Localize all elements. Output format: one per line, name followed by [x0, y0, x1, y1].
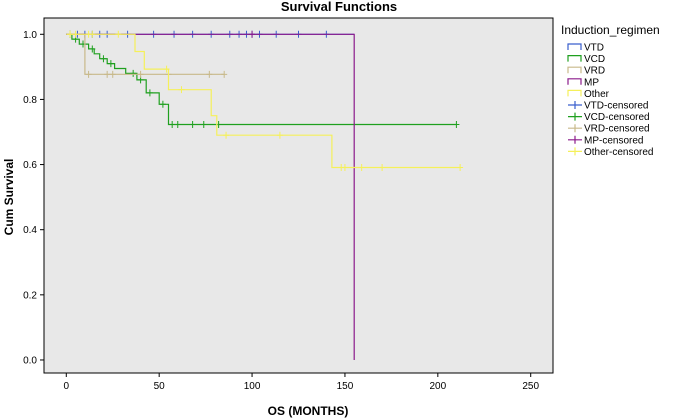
x-tick-label: 200 [429, 381, 446, 392]
legend-swatch [567, 66, 582, 74]
legend-item-vrd-censored: VRD-censored [568, 124, 650, 135]
censor-mark-vcd [453, 121, 460, 128]
legend-item-other-censored: Other-censored [568, 147, 653, 158]
y-tick-label: 0.8 [23, 95, 37, 106]
censor-mark-vrd [104, 70, 111, 78]
censor-mark-vcd [130, 69, 137, 77]
legend-swatch [568, 135, 582, 144]
legend-label: Other-censored [584, 147, 653, 158]
y-axis-label: Cum Survival [2, 159, 16, 236]
censor-mark-vcd [159, 100, 166, 108]
censor-mark-other [178, 86, 185, 94]
legend-item-other: Other [567, 89, 610, 100]
censor-mark-vcd [174, 121, 181, 128]
y-tick-label: 0.4 [23, 225, 37, 236]
legend-swatch [567, 89, 582, 97]
censor-mark-vcd [107, 60, 114, 68]
censor-mark-vcd [89, 45, 96, 53]
legend-swatch [567, 43, 582, 50]
x-tick-label: 150 [337, 381, 354, 392]
legend-item-vcd: VCD [567, 54, 605, 65]
legend-title: Induction_regimen [561, 23, 660, 37]
y-axis: 0.0 0.2 0.4 0.6 0.8 1.0 [23, 30, 44, 366]
legend-item-mp-censored: MP-censored [568, 135, 643, 146]
censor-mark-vcd [169, 121, 176, 128]
legend-swatch [568, 112, 582, 121]
series-line-other [66, 33, 461, 169]
y-tick-label: 0.2 [23, 290, 37, 301]
censor-mark-other [115, 30, 122, 38]
legend-label: VCD-censored [584, 112, 650, 123]
censor-mark-vrd [206, 70, 213, 78]
censor-mark-other [223, 131, 230, 139]
censor-mark-vrd [109, 70, 116, 78]
y-tick-label: 1.0 [23, 30, 37, 41]
legend-label: MP-censored [584, 135, 643, 146]
legend-swatch [568, 101, 582, 109]
y-tick-label: 0.6 [23, 160, 37, 171]
x-tick-label: 0 [64, 381, 70, 392]
x-axis-label: OS (MONTHS) [268, 404, 349, 418]
legend-swatch [568, 124, 582, 133]
censor-mark-mp [249, 30, 256, 38]
censor-mark-vrd [85, 70, 92, 78]
legend-label: VCD [584, 54, 605, 65]
censor-mark-other [72, 30, 79, 38]
legend-item-vrd: VRD [567, 66, 605, 77]
legend-label: VRD [584, 66, 605, 77]
censor-mark-vrd [221, 70, 228, 78]
censor-mark-vcd [100, 55, 107, 63]
legend-item-mp: MP [567, 77, 599, 88]
legend-label: VTD-censored [584, 101, 648, 112]
censor-mark-vcd [146, 89, 153, 97]
series-vcd [66, 30, 460, 128]
series-other [66, 30, 464, 171]
legend-swatch [568, 147, 582, 156]
legend: Induction_regimen VTDVCDVRDMPOtherVTD-ce… [561, 23, 660, 158]
censor-mark-other [276, 131, 283, 139]
legend-label: MP [584, 77, 599, 88]
legend-item-vtd-censored: VTD-censored [568, 101, 648, 112]
censor-mark-other [67, 30, 74, 38]
censor-mark-other [89, 30, 96, 38]
legend-label: Other [584, 89, 610, 100]
censor-mark-other [457, 163, 464, 171]
x-tick-label: 250 [522, 381, 539, 392]
censor-mark-other [163, 65, 170, 73]
censor-mark-vcd [200, 121, 207, 128]
series-layer [66, 30, 464, 360]
series-mp [66, 30, 355, 360]
censor-mark-vrd [137, 70, 144, 78]
plot-area [43, 17, 554, 374]
legend-item-vcd-censored: VCD-censored [568, 112, 650, 123]
legend-label: VTD [584, 43, 604, 54]
legend-swatch [567, 78, 582, 85]
censor-mark-other [358, 163, 365, 171]
legend-swatch [567, 55, 582, 62]
legend-label: VRD-censored [584, 124, 650, 135]
series-line-mp [66, 33, 355, 360]
x-tick-label: 100 [244, 381, 261, 392]
x-axis: 0 50 100 150 200 250 [64, 373, 539, 392]
censor-mark-other [379, 163, 386, 171]
censor-mark-vcd [189, 121, 196, 128]
x-tick-label: 50 [154, 381, 166, 392]
chart-title: Survival Functions [281, 0, 397, 14]
censor-mark-other [341, 163, 348, 171]
legend-item-vtd: VTD [567, 43, 604, 54]
y-tick-label: 0.0 [23, 355, 37, 366]
